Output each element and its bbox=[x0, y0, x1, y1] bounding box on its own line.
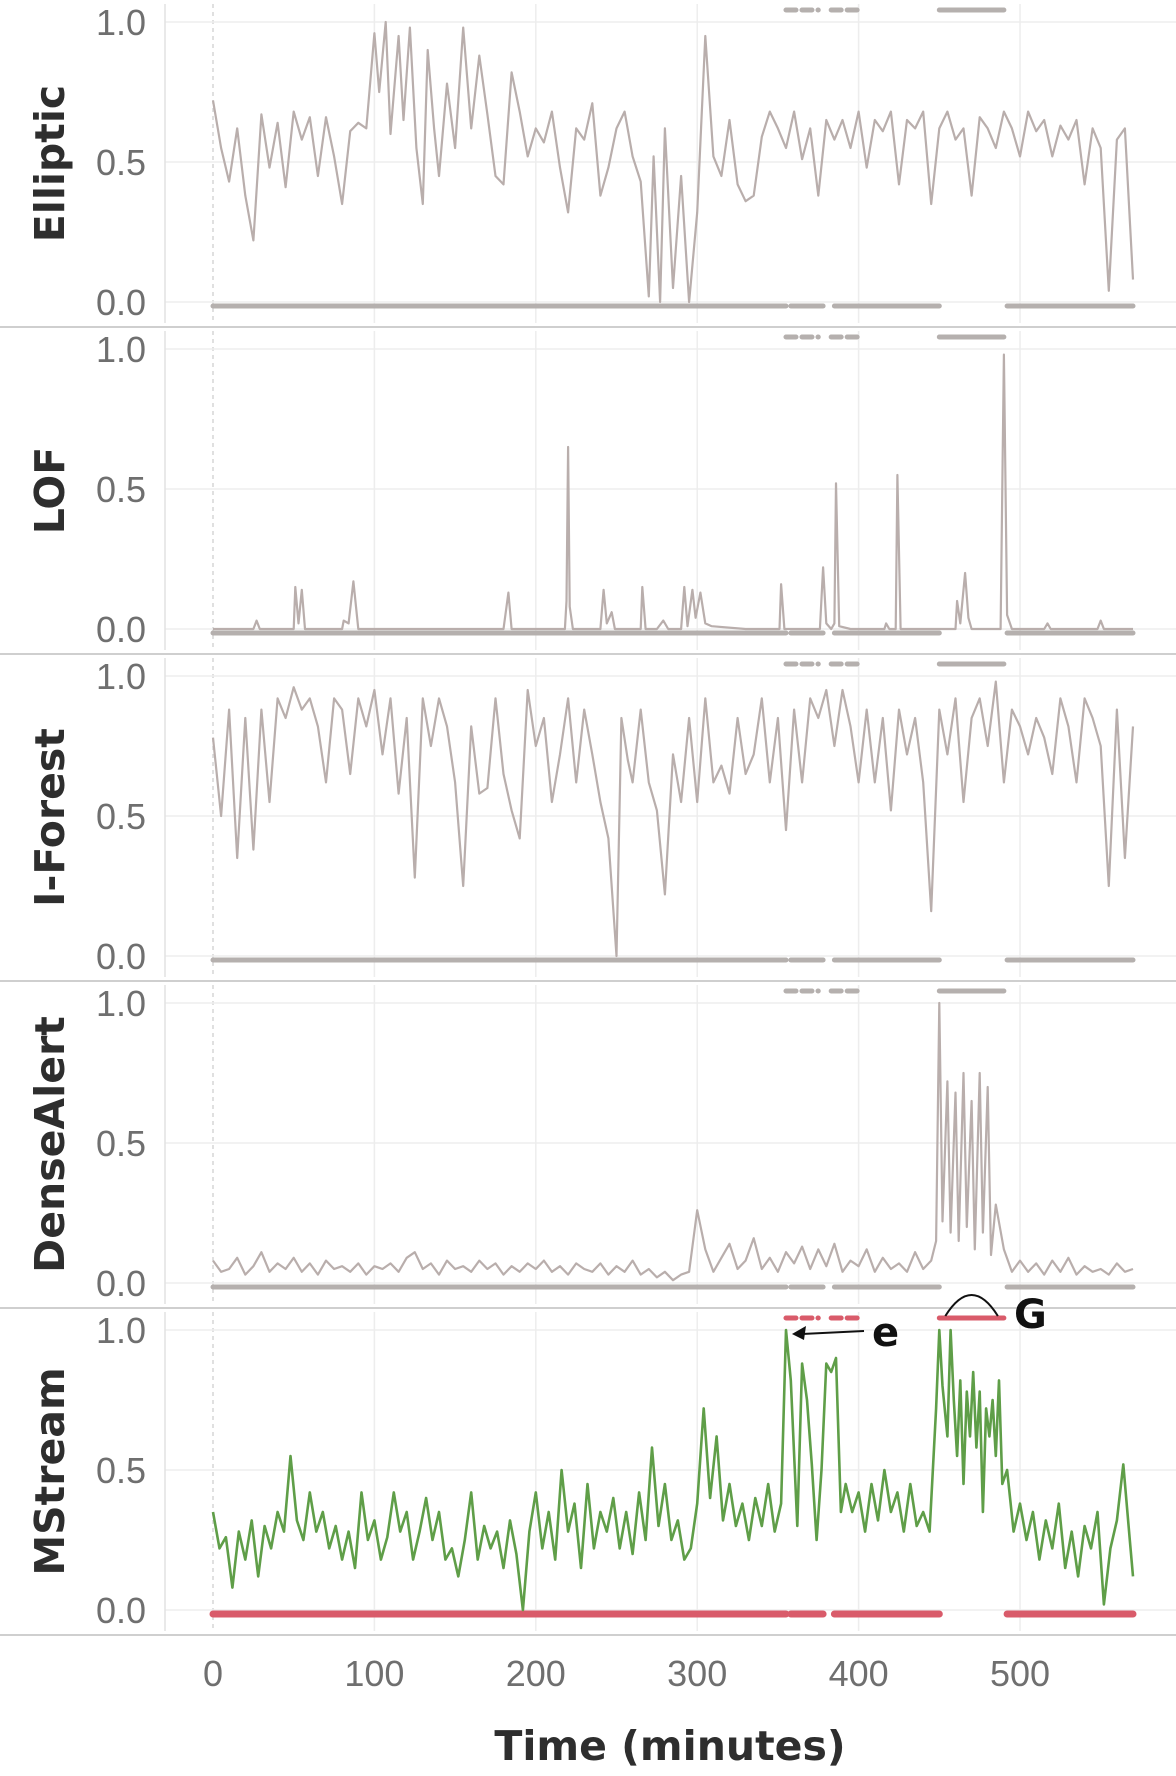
panel-label: MStream bbox=[26, 1367, 74, 1575]
panel-lof: 0.0 0.5 1.0 LOF bbox=[0, 326, 1176, 650]
x-axis-title: Time (minutes) bbox=[494, 1722, 845, 1770]
series-line-i-forest bbox=[211, 680, 1135, 958]
y-tick-label: 1.0 bbox=[96, 983, 146, 1024]
panel-label: Elliptic bbox=[26, 85, 74, 242]
annotation-e-arrow bbox=[801, 1330, 865, 1335]
x-tick-label: 400 bbox=[829, 1653, 889, 1694]
panel-label: DenseAlert bbox=[26, 1016, 74, 1273]
x-tick-label: 500 bbox=[990, 1653, 1050, 1694]
annotation-e-label: e bbox=[872, 1310, 899, 1356]
panel-mstream: 0.0 0.5 1.0 MStream bbox=[0, 1307, 1176, 1631]
annotation-g-label: G bbox=[1014, 1292, 1047, 1338]
panel-label: I-Forest bbox=[26, 728, 74, 907]
annotation-e-arrowhead bbox=[791, 1326, 806, 1340]
series-line-densealert bbox=[212, 1001, 1134, 1282]
series-line-lof bbox=[213, 353, 1133, 631]
y-tick-label: 0.0 bbox=[96, 936, 146, 977]
x-tick-label: 0 bbox=[203, 1653, 223, 1694]
x-axis: Time (minutes) 0 100 200 300 400 500 bbox=[0, 1634, 1176, 1770]
annotation-g-brace bbox=[944, 1294, 999, 1317]
annotations: e G bbox=[791, 1292, 1047, 1356]
y-tick-label: 1.0 bbox=[96, 329, 146, 370]
panel-densealert: 0.0 0.5 1.0 DenseAlert bbox=[0, 980, 1176, 1304]
y-tick-label: 1.0 bbox=[96, 2, 146, 43]
y-tick-label: 1.0 bbox=[96, 1310, 146, 1351]
y-tick-label: 0.0 bbox=[96, 282, 146, 323]
series-line-mstream bbox=[211, 1328, 1135, 1612]
y-tick-label: 1.0 bbox=[96, 656, 146, 697]
y-tick-label: 0.5 bbox=[96, 1123, 146, 1164]
x-tick-label: 300 bbox=[667, 1653, 727, 1694]
y-tick-label: 0.5 bbox=[96, 469, 146, 510]
y-tick-label: 0.5 bbox=[96, 142, 146, 183]
y-tick-label: 0.5 bbox=[96, 796, 146, 837]
y-tick-label: 0.0 bbox=[96, 1590, 146, 1631]
panel-label: LOF bbox=[26, 447, 74, 535]
x-tick-label: 200 bbox=[506, 1653, 566, 1694]
y-tick-label: 0.0 bbox=[96, 609, 146, 650]
y-tick-label: 0.5 bbox=[96, 1450, 146, 1491]
panels-layer: 0.0 0.5 1.0 Elliptic 0.0 0.5 1.0 LOF 0.0 0.5 1.0 I-… bbox=[0, 2, 1176, 1631]
panel-i-forest: 0.0 0.5 1.0 I-Forest bbox=[0, 653, 1176, 977]
y-tick-label: 0.0 bbox=[96, 1263, 146, 1304]
series-line-elliptic bbox=[211, 20, 1135, 304]
x-tick-label: 100 bbox=[344, 1653, 404, 1694]
panel-elliptic: 0.0 0.5 1.0 Elliptic bbox=[26, 2, 1176, 323]
